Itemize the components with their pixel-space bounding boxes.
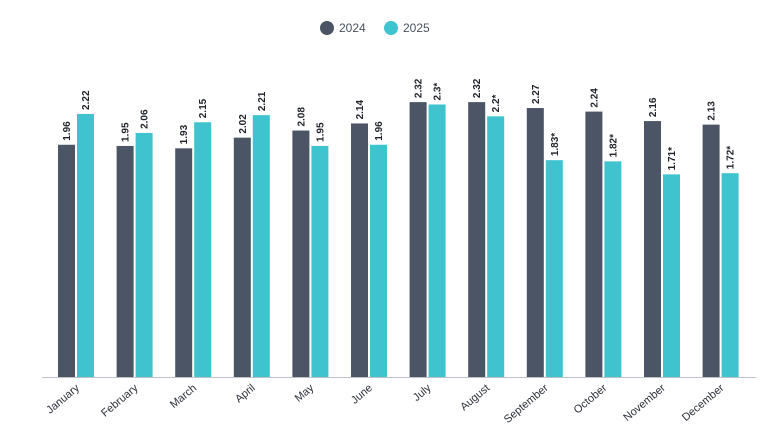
- bar-2024-january: [58, 144, 75, 377]
- data-label-2025-august: 2.2*: [491, 94, 502, 112]
- data-label-2025-april: 2.21: [257, 91, 268, 111]
- data-label-2025-february: 2.06: [140, 109, 151, 129]
- legend-label-2025: 2025: [403, 21, 430, 35]
- bar-2025-january: [77, 113, 94, 378]
- data-label-2025-october: 1.82*: [608, 134, 619, 157]
- data-label-2024-november: 2.16: [648, 97, 659, 117]
- bar-2025-september: [545, 160, 563, 377]
- data-label-2024-october: 2.24: [589, 88, 600, 108]
- x-tick-label-february: February: [99, 382, 141, 420]
- bar-2024-february: [116, 145, 134, 377]
- bar-2025-july: [428, 104, 446, 377]
- x-tick-label-april: April: [233, 382, 258, 405]
- bar-2025-may: [311, 145, 329, 377]
- x-tick-label-july: July: [411, 382, 434, 404]
- bar-2024-april: [233, 137, 251, 377]
- bar-2025-december: [721, 173, 739, 377]
- x-tick-label-august: August: [458, 382, 492, 413]
- data-label-2024-january: 1.96: [62, 121, 73, 141]
- data-label-2024-april: 2.02: [238, 114, 249, 134]
- bar-2025-november: [663, 174, 680, 377]
- x-tick-label-january: January: [44, 382, 82, 417]
- data-label-2025-july: 2.3*: [433, 83, 444, 101]
- data-label-2024-may: 2.08: [296, 107, 307, 127]
- x-tick-label-november: November: [621, 382, 668, 424]
- bar-2025-march: [194, 122, 212, 377]
- category-labels-group: January February March April May June July Augu…: [44, 382, 727, 426]
- bar-2024-july: [409, 102, 427, 377]
- bars-group: [58, 102, 739, 378]
- legend-swatch-2024: [320, 21, 334, 35]
- x-tick-label-may: May: [293, 382, 317, 405]
- x-tick-label-september: September: [502, 382, 551, 426]
- x-tick-label-december: December: [680, 382, 727, 424]
- bar-2024-june: [351, 123, 368, 377]
- data-label-2024-august: 2.32: [472, 78, 483, 98]
- bar-2024-may: [292, 130, 310, 377]
- data-label-2024-june: 2.14: [355, 100, 366, 120]
- legend-label-2024: 2024: [339, 21, 366, 35]
- bar-2024-march: [175, 148, 193, 377]
- data-label-2025-march: 2.15: [198, 98, 209, 118]
- data-label-2025-january: 2.22: [81, 90, 92, 110]
- data-label-2025-december: 1.72*: [726, 146, 737, 169]
- data-label-2025-june: 1.96: [374, 121, 385, 141]
- x-tick-label-october: October: [572, 382, 610, 417]
- bar-2025-february: [135, 132, 153, 377]
- data-label-2024-march: 1.93: [179, 124, 190, 144]
- bar-2025-april: [252, 115, 270, 378]
- data-label-2025-may: 1.95: [315, 122, 326, 142]
- data-label-2024-february: 1.95: [121, 122, 132, 142]
- bar-2024-october: [585, 111, 603, 378]
- bar-2024-december: [702, 124, 720, 377]
- data-label-2024-july: 2.32: [414, 78, 425, 98]
- bar-labels-group: 1.96 2.22 1.95 2.06 1.93 2.15 2.02 2.21 2.08 1.95…: [62, 78, 737, 170]
- data-label-2024-september: 2.27: [531, 84, 542, 104]
- legend: 2024 2025: [320, 21, 430, 35]
- data-label-2025-september: 1.83*: [550, 133, 561, 156]
- x-tick-label-june: June: [349, 382, 375, 407]
- legend-swatch-2025: [384, 21, 398, 35]
- data-label-2024-december: 2.13: [707, 101, 718, 121]
- bar-2024-september: [526, 108, 544, 377]
- bar-2025-june: [370, 144, 387, 377]
- bar-2025-august: [487, 116, 505, 377]
- bar-2025-october: [604, 161, 622, 377]
- bar-2024-november: [644, 121, 661, 377]
- x-tick-label-march: March: [168, 382, 199, 411]
- data-label-2025-november: 1.71*: [667, 147, 678, 170]
- bar-2024-august: [468, 102, 486, 377]
